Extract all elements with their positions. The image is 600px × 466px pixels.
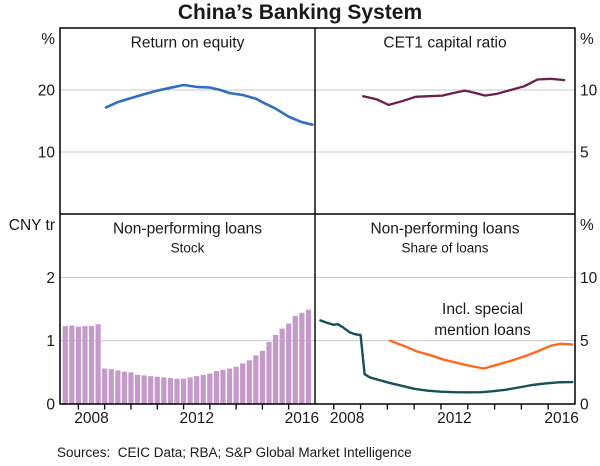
npl-stock-bars: [266, 341, 272, 404]
npl-stock-bars: [134, 374, 141, 404]
npl-stock-y-tick-label: 2: [46, 270, 55, 287]
npl-share-panel-subtitle: Share of loans: [401, 241, 488, 256]
cet1-capital-ratio-unit-label: %: [580, 31, 594, 48]
npl-stock-bars: [305, 309, 312, 404]
npl-stock-panel-subtitle: Stock: [171, 241, 205, 256]
npl-stock-bars: [187, 377, 193, 404]
npl-stock-bars: [167, 378, 174, 404]
npl-special-mention-line: [388, 339, 574, 370]
sources-note: Sources: CEIC Data; RBA; S&P Global Mark…: [57, 445, 412, 460]
return-on-equity-panel-title: Return on equity: [131, 35, 245, 52]
npl-stock-panel-title: Non-performing loans: [113, 221, 262, 238]
npl-stock-bars: [233, 366, 239, 404]
cet1-line: [362, 77, 566, 107]
npl-stock-x-tick-label: 2016: [285, 410, 319, 427]
npl-stock-bars: [161, 377, 167, 404]
npl-stock-bars: [194, 376, 200, 404]
npl-stock-bars: [200, 374, 206, 404]
npl-stock-unit-label: CNY tr: [9, 217, 55, 234]
npl-share-series-annotation: Incl. special: [442, 301, 523, 318]
npl-stock-y-tick-label: 1: [46, 333, 55, 350]
npl-stock-bars: [128, 372, 134, 404]
npl-share-series-annotation: mention loans: [434, 322, 531, 339]
npl-stock-bars: [148, 376, 154, 404]
npl-stock-bars: [272, 334, 279, 404]
return-on-equity-unit-label: %: [41, 31, 55, 48]
npl-stock-bars: [213, 371, 220, 404]
npl-stock-bars: [82, 326, 88, 404]
cet1-capital-ratio-panel-title: CET1 capital ratio: [383, 35, 506, 52]
npl-stock-bars: [88, 326, 95, 404]
npl-stock-bars: [174, 378, 180, 404]
npl-stock-bars: [292, 315, 298, 404]
npl-share-x-tick-label: 2016: [544, 410, 578, 427]
npl-ratio-line: [319, 319, 574, 394]
npl-stock-bars: [220, 369, 226, 404]
npl-stock-bars: [62, 326, 68, 404]
npl-share-y-tick-label: 10: [580, 270, 598, 287]
npl-stock-bars: [279, 328, 285, 404]
npl-stock-bars: [253, 355, 259, 404]
chart-title: China’s Banking System: [177, 1, 423, 24]
npl-stock-bars: [286, 323, 292, 404]
npl-stock-x-tick-label: 2008: [74, 410, 108, 427]
npl-stock-bars: [246, 360, 252, 404]
npl-share-y-tick-label: 0: [580, 397, 589, 414]
npl-stock-bars: [95, 324, 101, 404]
npl-stock-y-tick-label: 0: [46, 397, 55, 414]
npl-stock-bars: [154, 376, 160, 404]
npl-stock-bars: [207, 373, 213, 404]
npl-share-x-tick-label: 2008: [330, 410, 364, 427]
npl-stock-bars: [259, 350, 266, 404]
npl-stock-bars: [69, 325, 75, 404]
npl-share-panel-title: Non-performing loans: [370, 221, 519, 238]
npl-share-x-tick-label: 2012: [437, 410, 471, 427]
chart-frame: [59, 27, 576, 405]
npl-stock-bars: [102, 368, 108, 404]
npl-stock-bars: [226, 368, 233, 404]
npl-stock-bars: [75, 326, 82, 404]
return-on-equity-y-tick-label: 20: [38, 83, 56, 100]
npl-stock-bars: [108, 369, 114, 404]
npl-stock-x-tick-label: 2012: [179, 410, 213, 427]
npl-share-y-tick-label: 5: [580, 333, 589, 350]
npl-stock-bars: [141, 375, 147, 404]
cet1-capital-ratio-y-tick-label: 5: [580, 145, 589, 162]
npl-stock-bars: [180, 378, 187, 404]
npl-stock-bars: [115, 370, 121, 404]
npl-stock-bars: [299, 312, 305, 404]
return-on-equity-y-tick-label: 10: [38, 145, 56, 162]
npl-stock-bars: [121, 371, 128, 404]
roe-line: [104, 83, 314, 126]
npl-stock-bars: [240, 363, 246, 404]
cet1-capital-ratio-y-tick-label: 10: [580, 83, 598, 100]
npl-share-unit-label: %: [580, 217, 594, 234]
